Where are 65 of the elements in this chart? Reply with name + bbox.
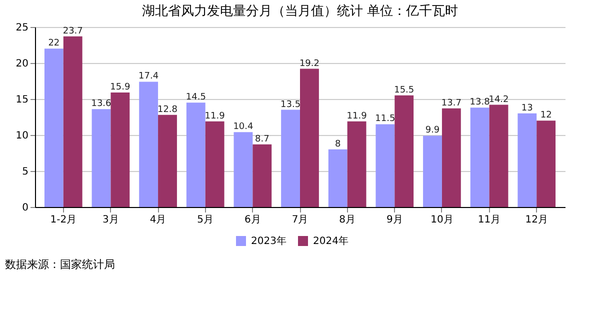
data-label: 12.8 — [157, 104, 178, 115]
y-tick-label: 0 — [22, 202, 28, 214]
y-tick-label: 5 — [22, 166, 28, 178]
bar — [92, 109, 111, 207]
data-label: 13.6 — [91, 99, 112, 110]
bar — [44, 48, 64, 207]
bar — [518, 113, 537, 207]
x-tick-label: 6月 — [244, 214, 261, 226]
bar — [110, 92, 130, 207]
x-tick-label: 8月 — [339, 214, 356, 226]
bar — [63, 36, 82, 207]
x-tick-label: 9月 — [386, 214, 403, 226]
data-label: 14.2 — [488, 94, 509, 105]
bar — [376, 124, 395, 207]
data-label: 17.4 — [138, 72, 159, 82]
data-label: 9.9 — [425, 126, 440, 136]
bar — [442, 108, 461, 207]
data-label: 22 — [48, 38, 60, 49]
legend-label: 2024年 — [313, 235, 348, 247]
bar — [139, 82, 158, 207]
bar — [252, 144, 272, 207]
data-label: 11.9 — [346, 111, 368, 122]
y-tick-label: 25 — [16, 22, 28, 34]
bar — [470, 108, 490, 207]
chart-title: 湖北省风力发电量分月（当月值）统计 单位：亿千瓦时 — [142, 4, 458, 19]
data-label: 12 — [540, 110, 552, 121]
bar — [423, 136, 442, 207]
bar — [186, 102, 206, 207]
data-label: 14.5 — [186, 92, 206, 103]
data-label: 15.9 — [110, 82, 130, 93]
data-label: 11.9 — [204, 111, 226, 122]
data-label: 8 — [334, 139, 341, 150]
data-label: 13.5 — [280, 100, 301, 110]
bar — [205, 121, 224, 207]
data-label: 13 — [521, 103, 533, 114]
data-label: 8.7 — [254, 134, 270, 144]
y-tick-label: 15 — [16, 94, 28, 106]
bar — [394, 95, 414, 207]
y-tick-label: 20 — [16, 58, 28, 70]
y-tick-label: 10 — [16, 130, 28, 142]
data-label: 13.8 — [470, 98, 490, 108]
bar — [158, 114, 177, 207]
x-tick-label: 5月 — [197, 214, 214, 226]
bar — [234, 132, 253, 207]
source-note: 数据来源：国家统计局 — [5, 258, 115, 271]
data-label: 10.4 — [233, 122, 254, 132]
data-label: 19.2 — [299, 58, 320, 69]
x-tick-label: 3月 — [102, 214, 119, 226]
bar — [489, 104, 508, 207]
x-tick-label: 7月 — [292, 214, 308, 226]
legend-label: 2023年 — [251, 235, 286, 247]
x-tick-label: 4月 — [150, 214, 166, 226]
bar — [281, 110, 300, 207]
bar — [536, 120, 556, 207]
x-tick-label: 10月 — [430, 214, 454, 226]
data-label: 23.7 — [62, 26, 83, 36]
data-label: 11.5 — [375, 114, 396, 124]
data-label: 13.7 — [441, 98, 462, 108]
bar — [328, 149, 348, 207]
bar — [347, 121, 366, 207]
x-tick-label: 11月 — [478, 214, 501, 226]
x-tick-label: 1-2月 — [50, 214, 77, 226]
bar — [300, 68, 319, 207]
x-tick-label: 12月 — [525, 214, 548, 226]
data-label: 15.5 — [394, 85, 414, 96]
